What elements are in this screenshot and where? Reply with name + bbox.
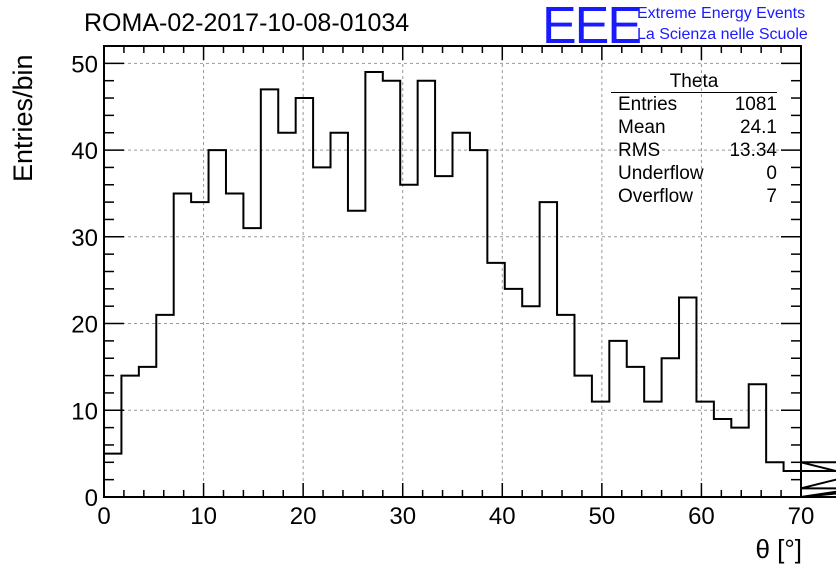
x-tick-label: 30	[389, 503, 416, 530]
logo-caption: Extreme Energy Events La Scienza nelle S…	[637, 3, 808, 45]
x-axis-label: θ [°]	[755, 534, 802, 564]
eee-logo: EEE	[542, 0, 642, 55]
y-axis-label: Entries/bin	[8, 54, 38, 182]
x-tick-label: 10	[190, 503, 217, 530]
stats-row-rms: RMS 13.34	[611, 139, 777, 162]
y-tick-label: 10	[71, 398, 98, 425]
x-tick-label: 40	[489, 503, 516, 530]
stats-title: Theta	[611, 71, 777, 93]
stats-row-entries: Entries 1081	[611, 93, 777, 116]
chart-title: ROMA-02-2017-10-08-01034	[84, 9, 410, 37]
y-tick-label: 40	[71, 138, 98, 165]
stats-row-underflow: Underflow 0	[611, 162, 777, 185]
stats-value: 24.1	[740, 117, 777, 138]
x-tick-label: 0	[97, 503, 110, 530]
plot-frame	[103, 45, 802, 498]
stats-row-overflow: Overflow 7	[611, 185, 777, 208]
axis-ticks	[103, 45, 802, 498]
stats-label: Underflow	[618, 163, 704, 184]
y-tick-label: 50	[71, 51, 98, 78]
stats-value: 1081	[734, 94, 777, 115]
y-tick-label: 0	[85, 485, 98, 512]
stats-row-mean: Mean 24.1	[611, 116, 777, 139]
stats-label: Entries	[618, 94, 678, 115]
x-tick-label: 60	[688, 503, 715, 530]
stats-value: 0	[766, 163, 777, 184]
logo-caption-line1: Extreme Energy Events	[637, 5, 806, 22]
stats-label: Overflow	[618, 186, 693, 207]
x-tick-label: 20	[290, 503, 317, 530]
x-tick-label: 50	[589, 503, 616, 530]
stats-box: Theta Entries 1081 Mean 24.1 RMS 13.34 Unde…	[611, 71, 777, 208]
histogram-line	[104, 71, 836, 498]
stats-label: RMS	[618, 140, 661, 161]
y-tick-label: 30	[71, 225, 98, 252]
x-tick-label: 70	[788, 503, 815, 530]
y-tick-label: 20	[71, 312, 98, 339]
stats-value: 13.34	[729, 140, 777, 161]
logo-caption-line2: La Scienza nelle Scuole	[637, 26, 808, 43]
stats-value: 7	[766, 186, 777, 207]
stats-label: Mean	[618, 117, 666, 138]
